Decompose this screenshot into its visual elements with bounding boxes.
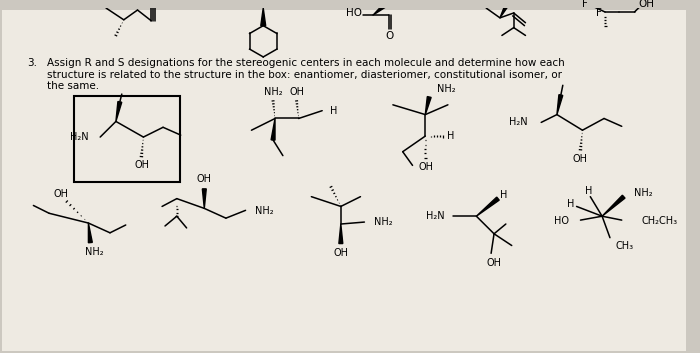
Text: HO: HO — [554, 216, 568, 226]
Text: F: F — [582, 0, 588, 9]
Text: NH₂: NH₂ — [437, 84, 456, 94]
Text: F: F — [596, 8, 602, 18]
Text: structure is related to the structure in the box: enantiomer, diasteriomer, cons: structure is related to the structure in… — [47, 70, 562, 80]
Bar — [74, 96, 180, 182]
Text: 3.: 3. — [27, 58, 38, 68]
Polygon shape — [373, 4, 386, 15]
Polygon shape — [557, 95, 563, 115]
Text: Assign R and S designations for the stereogenic centers in each molecule and det: Assign R and S designations for the ster… — [47, 58, 565, 68]
Text: OH: OH — [135, 160, 150, 170]
Text: H₂N: H₂N — [70, 132, 88, 142]
Text: NH₂: NH₂ — [264, 87, 282, 97]
Text: OH: OH — [573, 154, 588, 163]
Polygon shape — [116, 102, 122, 121]
Polygon shape — [602, 195, 625, 216]
Polygon shape — [88, 223, 92, 243]
Text: H: H — [567, 199, 575, 209]
Polygon shape — [202, 189, 206, 208]
Text: HO: HO — [346, 8, 362, 18]
Polygon shape — [500, 2, 510, 18]
Polygon shape — [339, 224, 343, 244]
Text: OH: OH — [197, 174, 212, 184]
Text: NH₂: NH₂ — [634, 188, 652, 198]
Polygon shape — [477, 197, 499, 216]
Polygon shape — [271, 119, 275, 140]
Text: OH: OH — [289, 87, 304, 97]
Text: NH₂: NH₂ — [85, 247, 104, 257]
Text: OH: OH — [53, 189, 69, 199]
Text: H: H — [330, 106, 337, 116]
Text: OH: OH — [486, 258, 502, 268]
Text: the same.: the same. — [47, 81, 99, 91]
Text: OH: OH — [419, 162, 434, 172]
Text: CH₂CH₃: CH₂CH₃ — [641, 216, 678, 226]
Text: H₂N: H₂N — [509, 118, 527, 127]
Text: OH: OH — [638, 0, 654, 9]
Text: H: H — [447, 131, 454, 141]
Text: NH₂: NH₂ — [256, 206, 274, 216]
Text: OH: OH — [333, 248, 349, 258]
Text: NH₂: NH₂ — [374, 217, 393, 227]
Text: H: H — [500, 190, 508, 200]
Polygon shape — [426, 97, 431, 115]
Text: H: H — [584, 186, 592, 196]
Text: H₂N: H₂N — [426, 211, 445, 221]
Polygon shape — [261, 8, 266, 26]
Text: CH₃: CH₃ — [616, 240, 634, 251]
Text: O: O — [386, 31, 394, 41]
